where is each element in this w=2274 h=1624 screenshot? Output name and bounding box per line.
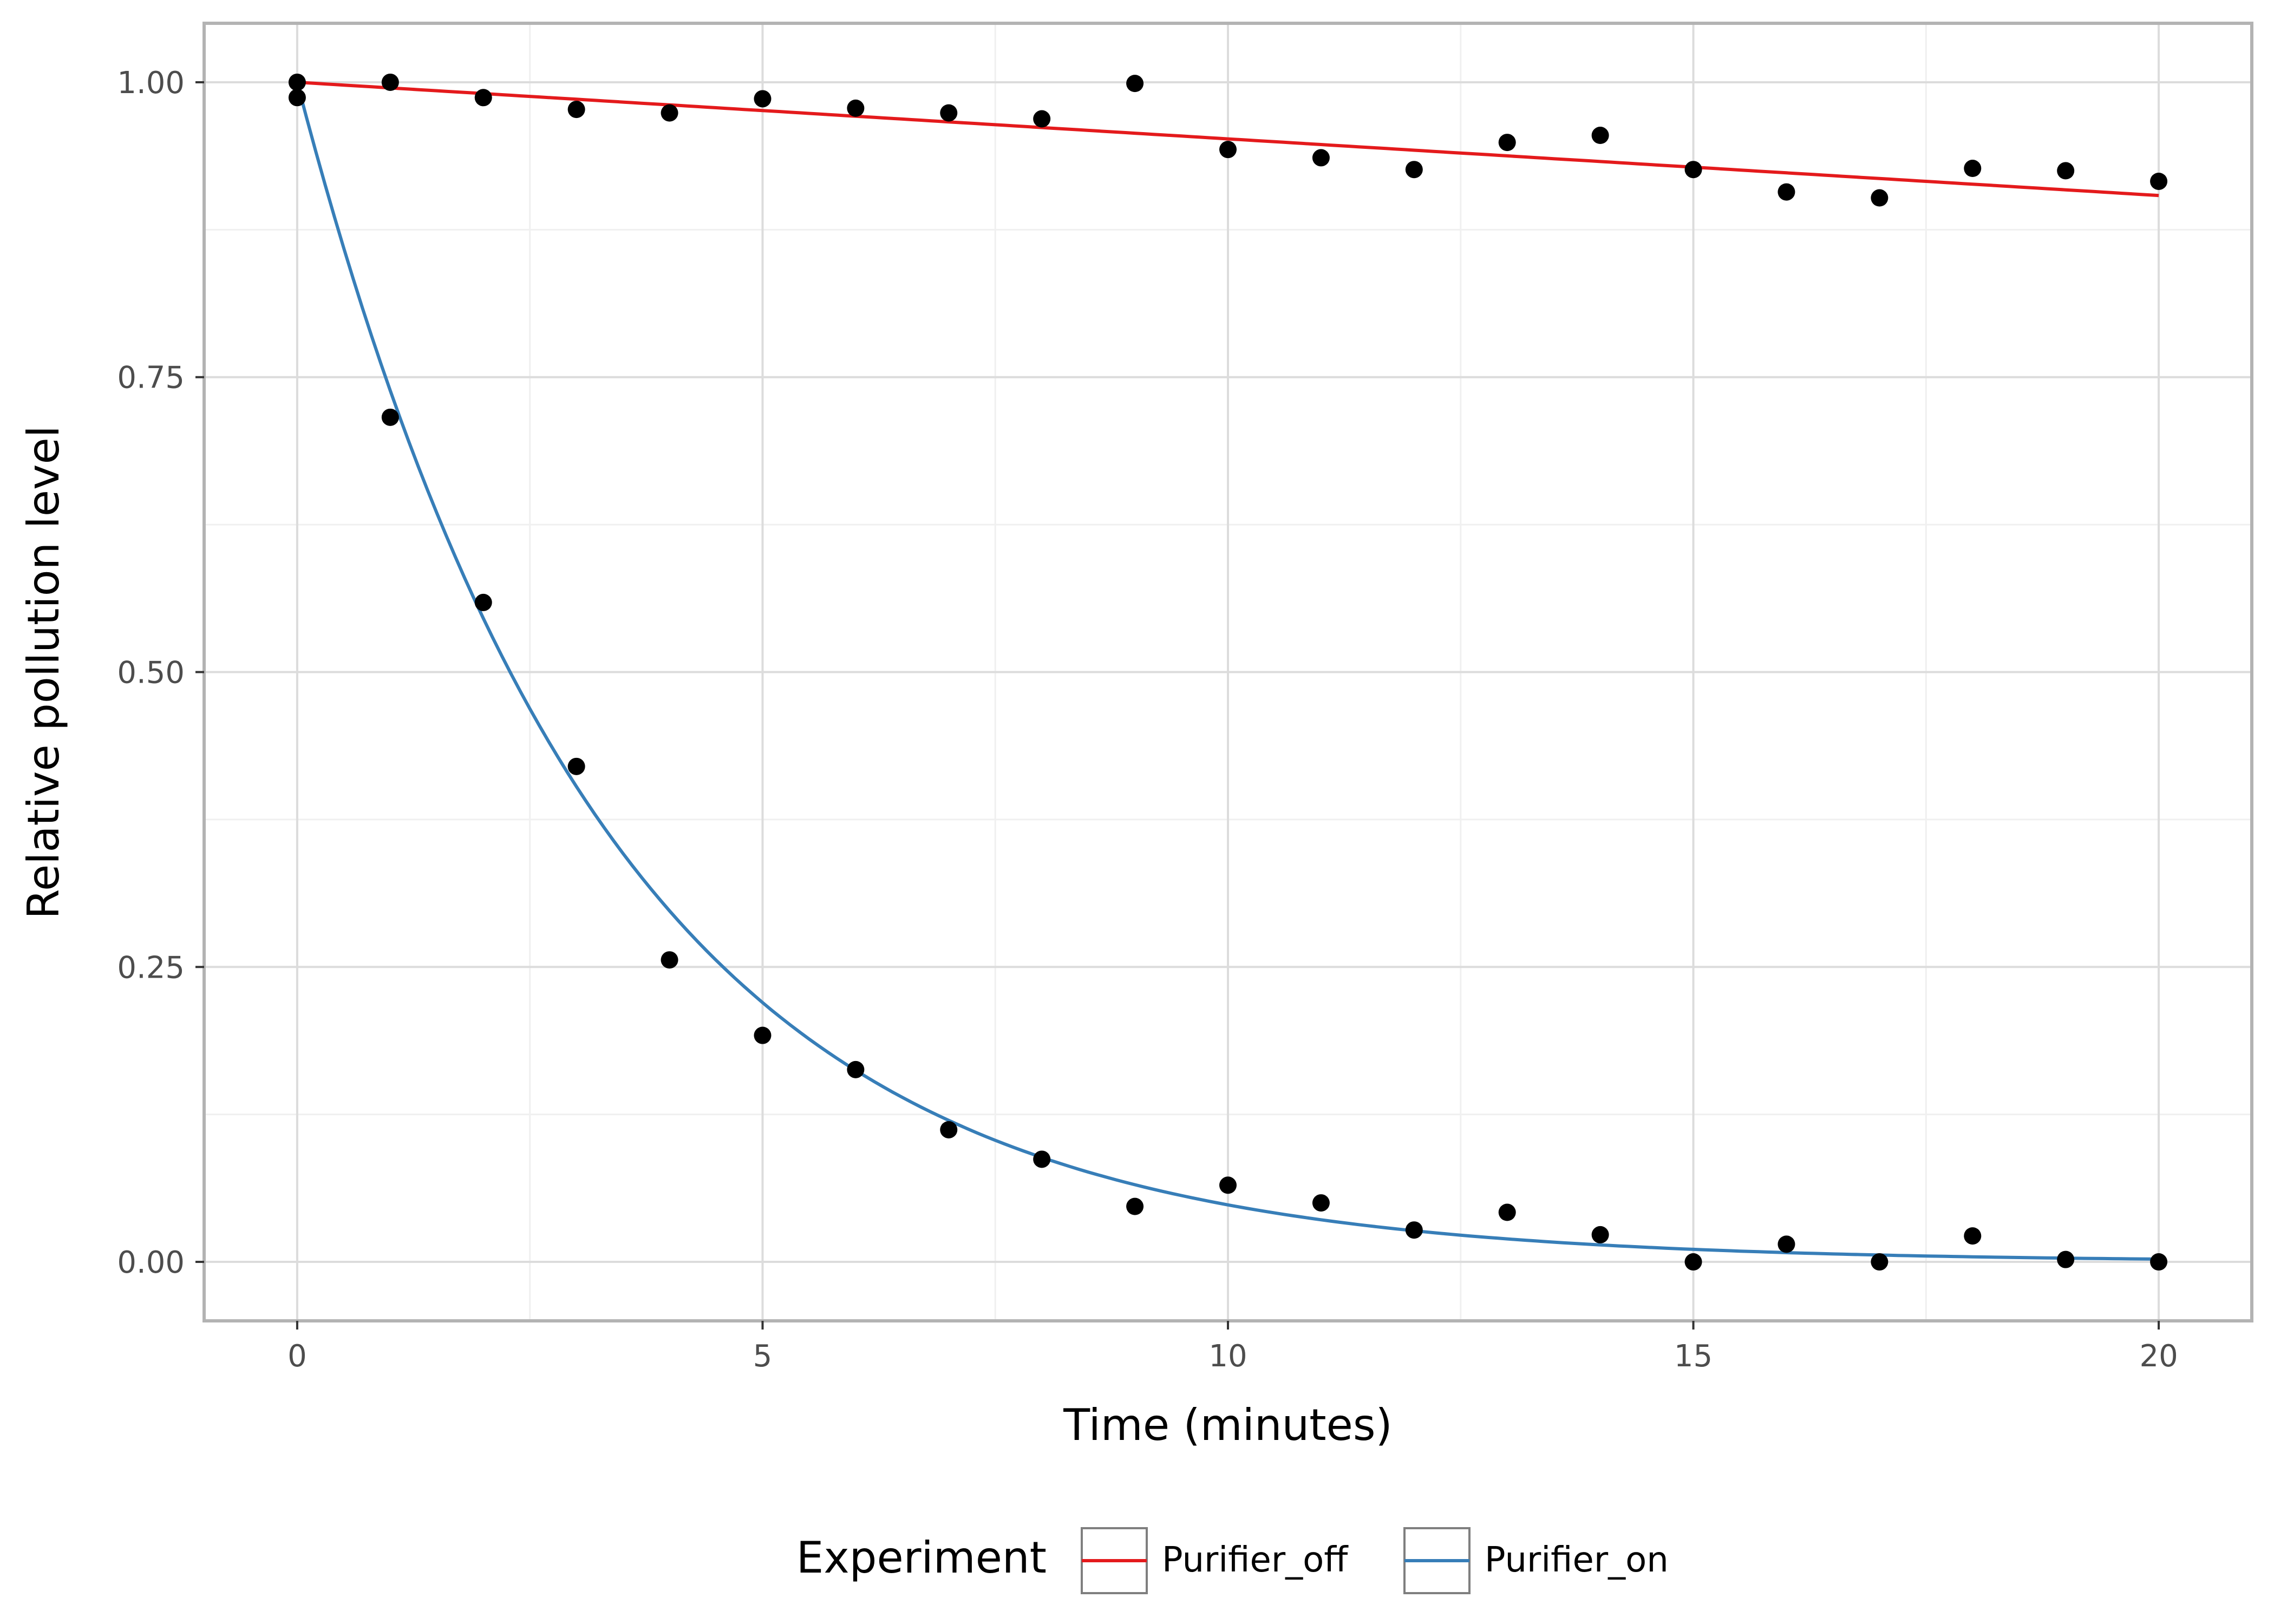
legend-label: Purifier_on xyxy=(1485,1540,1669,1580)
legend-title: Experiment xyxy=(796,1533,1047,1583)
x-tick-label: 20 xyxy=(2139,1339,2178,1374)
x-tick-label: 15 xyxy=(1674,1339,1713,1374)
data-point-purifier-off xyxy=(661,104,678,122)
x-tick-label: 5 xyxy=(753,1339,773,1374)
y-tick-label: 0.00 xyxy=(117,1245,185,1280)
legend-label: Purifier_off xyxy=(1162,1540,1349,1580)
legend-entry-purifier-on: Purifier_on xyxy=(1403,1527,1669,1594)
data-point-purifier-off xyxy=(2150,172,2168,190)
data-point-purifier-off xyxy=(1871,189,1889,207)
data-point-purifier-off xyxy=(1033,110,1051,128)
data-point-purifier-on xyxy=(1126,1197,1144,1215)
axis-ticks xyxy=(195,81,2160,1330)
data-point-purifier-on xyxy=(2150,1253,2168,1271)
y-tick-label: 0.75 xyxy=(117,361,185,396)
data-point-purifier-on xyxy=(1684,1253,1702,1271)
data-point-purifier-off xyxy=(847,99,865,117)
x-axis-title: Time (minutes) xyxy=(1063,1400,1392,1450)
data-point-purifier-on xyxy=(1219,1176,1237,1194)
data-point-purifier-off xyxy=(1312,149,1330,167)
data-point-purifier-on xyxy=(1312,1194,1330,1212)
legend: Experiment Purifier_off Purifier_on xyxy=(796,1527,1669,1594)
data-point-purifier-off xyxy=(754,90,772,108)
y-tick-label: 1.00 xyxy=(117,66,185,101)
fit-line-purifier-on xyxy=(295,82,2159,1261)
data-point-purifier-on xyxy=(940,1121,958,1138)
data-point-purifier-on xyxy=(1498,1203,1516,1221)
data-point-purifier-on xyxy=(381,408,399,426)
y-tick-label: 0.50 xyxy=(117,656,185,691)
data-point-purifier-off xyxy=(1591,127,1609,145)
data-point-purifier-on xyxy=(754,1026,772,1044)
data-point-purifier-off xyxy=(1498,134,1516,152)
data-point-purifier-off xyxy=(1778,183,1795,201)
data-point-purifier-on xyxy=(661,951,678,969)
x-tick-label: 10 xyxy=(1208,1339,1247,1374)
data-points xyxy=(288,73,2168,1271)
data-point-purifier-off xyxy=(1684,161,1702,179)
data-point-purifier-off xyxy=(1126,75,1144,93)
data-point-purifier-off xyxy=(940,104,958,122)
data-point-purifier-on xyxy=(1591,1226,1609,1243)
data-point-purifier-off xyxy=(2057,162,2075,180)
data-point-purifier-on xyxy=(1778,1235,1795,1253)
data-point-purifier-on xyxy=(474,593,492,611)
data-point-purifier-on xyxy=(1871,1253,1889,1271)
data-point-purifier-off xyxy=(288,73,306,91)
grid xyxy=(204,23,2252,1321)
data-point-purifier-off xyxy=(381,73,399,91)
x-tick-label: 0 xyxy=(287,1339,307,1374)
y-axis-title: Relative pollution level xyxy=(18,425,69,919)
legend-entry-purifier-off: Purifier_off xyxy=(1081,1527,1349,1594)
fit-lines xyxy=(295,81,2159,1261)
data-point-purifier-off xyxy=(1964,160,1982,178)
data-point-purifier-on xyxy=(288,89,306,107)
data-point-purifier-on xyxy=(567,757,585,775)
data-point-purifier-off xyxy=(1219,141,1237,159)
data-point-purifier-off xyxy=(474,89,492,107)
fit-line-purifier-off xyxy=(297,81,2159,198)
data-point-purifier-on xyxy=(1405,1221,1423,1239)
data-point-purifier-on xyxy=(1033,1150,1051,1168)
data-point-purifier-on xyxy=(2057,1250,2075,1268)
y-tick-label: 0.25 xyxy=(117,950,185,985)
axis-tick-labels: 0 5 10 15 20 0.00 0.25 0.50 0.75 1.00 xyxy=(117,66,2178,1374)
data-point-purifier-on xyxy=(847,1060,865,1078)
data-point-purifier-off xyxy=(1405,161,1423,179)
data-point-purifier-on xyxy=(1964,1227,1982,1245)
data-point-purifier-off xyxy=(567,101,585,119)
